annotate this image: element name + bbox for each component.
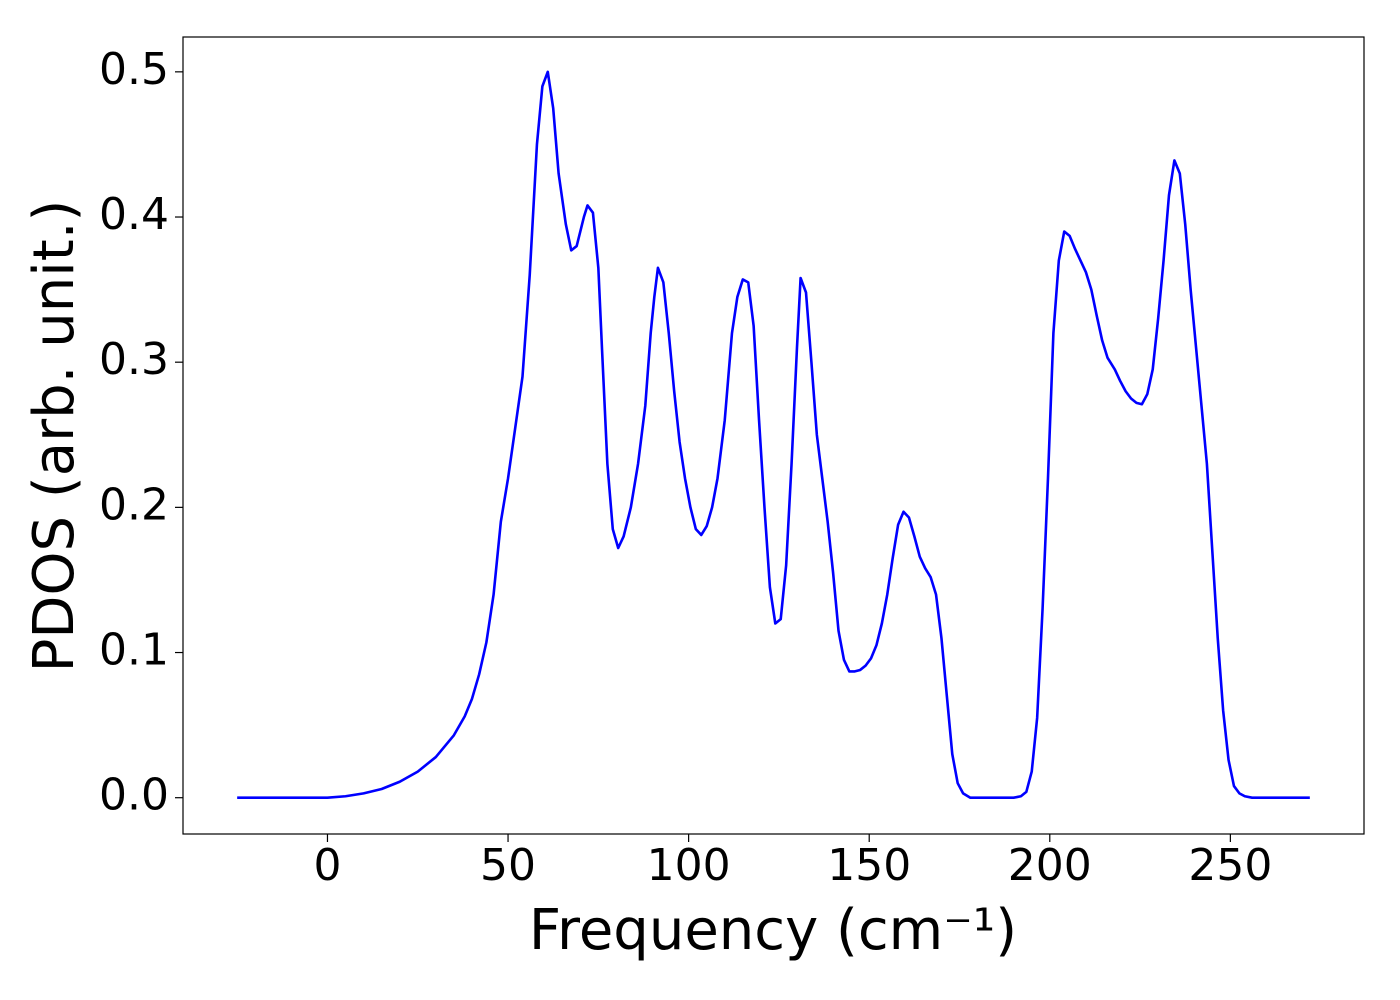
- y-tick-label: 0.4: [99, 189, 169, 240]
- data-line: [237, 70, 1310, 800]
- y-axis-label: PDOS (arb. unit.): [22, 200, 87, 673]
- x-axis-label: Frequency (cm⁻¹): [529, 898, 1017, 963]
- x-tick-label: 100: [647, 840, 731, 891]
- x-tick-label: 0: [313, 840, 341, 891]
- x-tick-label: 200: [1008, 840, 1092, 891]
- y-tick-label: 0.5: [99, 44, 169, 95]
- x-tick-label: 150: [827, 840, 911, 891]
- x-tick-label: 50: [480, 840, 536, 891]
- y-tick-label: 0.3: [99, 334, 169, 385]
- y-tick-label: 0.0: [99, 770, 169, 821]
- x-tick-label: 250: [1188, 840, 1272, 891]
- y-tick-label: 0.2: [99, 479, 169, 530]
- plot-frame: [182, 36, 1365, 835]
- y-tick-label: 0.1: [99, 625, 169, 676]
